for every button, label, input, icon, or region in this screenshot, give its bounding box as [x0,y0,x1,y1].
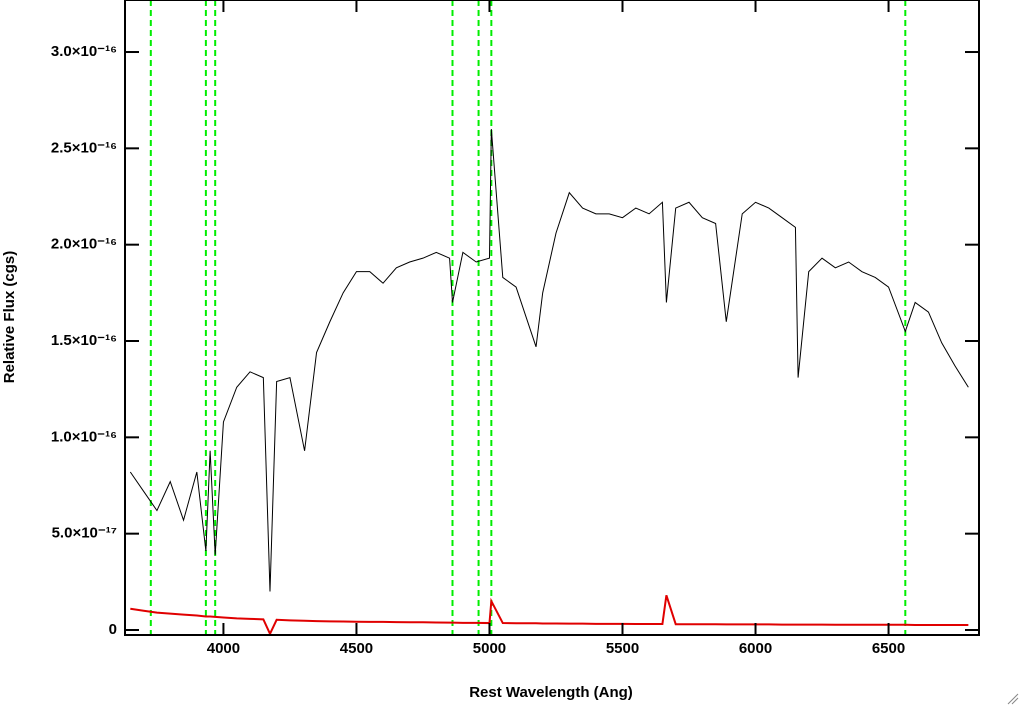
y-tick-label: 1.0×10⁻¹⁶ [51,428,117,445]
y-axis-label: Relative Flux (cgs) [1,251,18,384]
x-tick-label: 6500 [872,640,905,657]
x-axis-label: Rest Wavelength (Ang) [469,684,633,701]
y-tick-label: 2.0×10⁻¹⁶ [51,236,117,253]
x-tick-label: 6000 [739,640,772,657]
x-tick-label: 4000 [207,640,240,657]
y-tick-label: 3.0×10⁻¹⁶ [51,43,117,60]
spectrum-line [129,129,969,592]
y-tick-label: 2.5×10⁻¹⁶ [51,139,117,156]
y-tick-label: 1.5×10⁻¹⁶ [51,332,117,349]
x-tick-label: 5000 [473,640,506,657]
x-tick-label: 4500 [340,640,373,657]
plot-frame [124,0,980,636]
x-tick-label: 5500 [606,640,639,657]
y-tick-label: 5.0×10⁻¹⁷ [52,525,117,542]
resize-grip [1007,693,1019,705]
spectrum-line [130,595,969,637]
y-tick-label: 0 [109,621,117,638]
